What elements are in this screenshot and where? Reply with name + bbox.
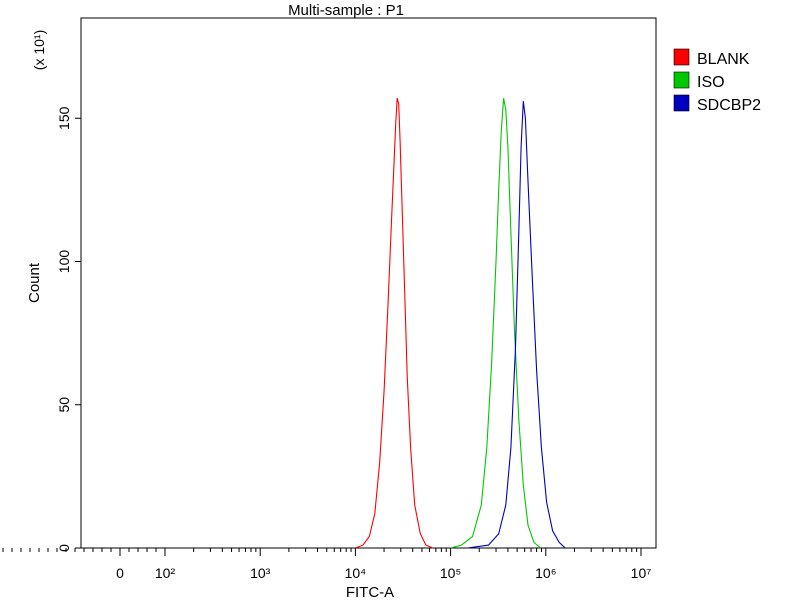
y-tick-label: 50: [56, 397, 72, 413]
x-tick-label: 0: [116, 565, 124, 581]
legend-label-blank: BLANK: [697, 51, 750, 68]
x-tick-label: 10⁴: [345, 565, 367, 581]
legend-swatch-iso: [673, 71, 690, 89]
x-axis: 0 10² 10³ 10⁴ 10⁵ 10⁶ 10⁷: [2, 548, 652, 581]
series-line-iso: [450, 98, 541, 549]
x-tick-label: 10⁶: [535, 565, 556, 581]
series-line-blank: [355, 98, 434, 549]
y-tick-label: 150: [56, 106, 72, 130]
chart-title: Multi-sample : P1: [288, 2, 404, 19]
legend-label-sdcbp2: SDCBP2: [697, 97, 761, 114]
y-tick-label: 100: [56, 250, 72, 274]
y-axis: 0 50 100 150: [56, 106, 81, 552]
legend-swatch-blank: [673, 48, 690, 66]
series-line-sdcbp2: [467, 101, 566, 549]
legend-swatch-sdcbp2: [673, 94, 690, 112]
y-tick-label: 0: [56, 544, 72, 552]
series-layer: [355, 98, 566, 549]
x-tick-label: 10⁵: [440, 565, 461, 581]
x-tick-label: 10²: [155, 565, 176, 581]
legend: BLANK ISO SDCBP2: [673, 48, 761, 114]
x-tick-label: 10³: [250, 565, 271, 581]
y-axis-label: Count: [26, 262, 43, 303]
plot-frame: [80, 17, 657, 549]
x-tick-label: 10⁷: [631, 565, 652, 581]
y-multiplier-label: (x 10¹): [31, 30, 47, 70]
x-axis-label: FITC-A: [346, 584, 394, 600]
plot-area: [80, 17, 657, 549]
legend-label-iso: ISO: [697, 74, 725, 91]
